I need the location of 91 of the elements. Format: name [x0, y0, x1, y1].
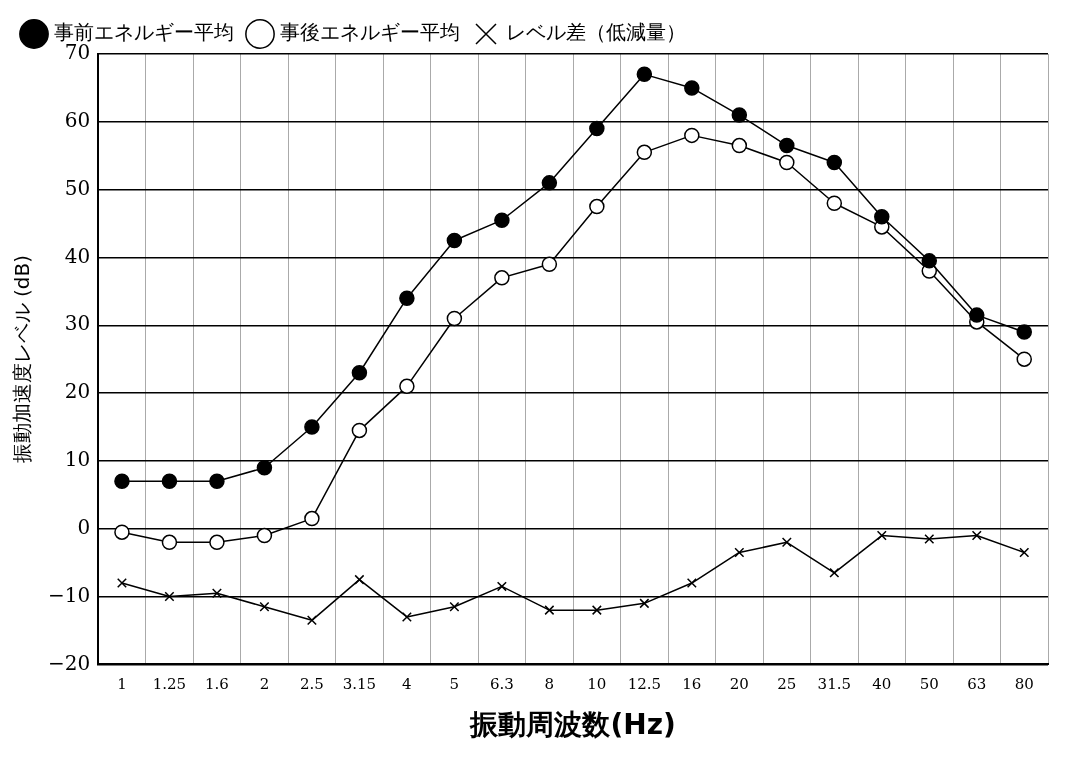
y-axis-title: 振動加速度レベル (dB)	[10, 255, 35, 464]
x-tick-label: 12.5	[627, 675, 662, 694]
x-axis-title: 振動周波数(Hz)	[469, 708, 676, 742]
x-tick-label: 1	[117, 675, 127, 694]
y-tick-label: 50	[64, 175, 91, 200]
point	[494, 270, 510, 286]
point	[734, 547, 745, 558]
y-tick-label: 30	[64, 311, 91, 336]
point	[779, 137, 795, 154]
point	[541, 175, 558, 191]
point	[639, 598, 650, 609]
point	[116, 578, 127, 589]
point	[971, 530, 982, 541]
x-tick-label: 4	[402, 675, 412, 694]
point	[686, 578, 697, 589]
point	[354, 574, 365, 585]
point	[731, 137, 748, 154]
point	[446, 310, 463, 327]
point	[874, 209, 890, 225]
x-tick-label: 2	[259, 675, 270, 694]
point	[399, 290, 415, 306]
legend-label: 事後エネルギー平均	[280, 20, 460, 45]
y-tick-label: 0	[77, 514, 91, 539]
point	[401, 611, 412, 622]
x-tick-label: 2.5	[299, 675, 324, 694]
point	[826, 154, 843, 171]
point	[306, 615, 317, 626]
point	[209, 473, 225, 490]
point	[876, 530, 887, 541]
x-tick-label: 31.5	[817, 675, 851, 694]
point	[589, 120, 605, 137]
x-tick-label: 63	[967, 675, 987, 694]
point	[829, 567, 840, 578]
point	[164, 591, 175, 602]
point	[921, 253, 938, 269]
x-tick-label: 1.25	[152, 675, 187, 694]
x-tick-label: 50	[919, 675, 939, 694]
point	[636, 66, 653, 83]
point	[446, 232, 463, 249]
point	[209, 534, 225, 551]
point	[399, 378, 415, 395]
x-tick-label: 80	[1014, 675, 1034, 694]
x-tick-label: 3.15	[342, 675, 377, 694]
point	[259, 601, 270, 612]
point	[684, 127, 700, 144]
x-tick-label: 10	[587, 675, 607, 694]
x-tick-label: 40	[872, 675, 892, 694]
point	[114, 524, 130, 540]
x-tick-label: 6.3	[489, 675, 514, 694]
point	[591, 605, 602, 616]
point	[541, 256, 558, 272]
x-tick-label: 16	[682, 675, 702, 694]
x-tick-label: 25	[777, 675, 797, 694]
y-tick-label: 40	[64, 243, 91, 268]
point	[731, 107, 748, 123]
point	[351, 422, 368, 439]
legend-label: レベル差（低減量）	[506, 20, 686, 45]
point	[161, 473, 178, 490]
y-tick-label: 60	[64, 108, 91, 133]
point	[211, 588, 222, 599]
point	[589, 198, 605, 215]
y-tick-label: −20	[47, 650, 91, 675]
point	[779, 154, 795, 171]
point	[781, 537, 792, 548]
x-tick-label: 1.6	[205, 675, 229, 694]
point	[1016, 351, 1033, 367]
point	[969, 307, 985, 323]
y-tick-label: 20	[64, 379, 91, 404]
x-tick-label: 20	[729, 675, 749, 694]
point	[449, 601, 460, 612]
point	[636, 144, 653, 161]
legend-label: 事前エネルギー平均	[54, 20, 234, 45]
point	[161, 534, 178, 551]
point	[684, 80, 700, 96]
point	[826, 195, 843, 211]
point	[351, 365, 368, 381]
point	[1019, 547, 1030, 558]
y-tick-label: −10	[47, 582, 91, 607]
point	[304, 510, 320, 527]
point	[496, 581, 507, 592]
y-tick-label: 10	[64, 447, 91, 472]
point	[1016, 324, 1033, 340]
point	[256, 527, 273, 544]
point	[114, 473, 130, 490]
point	[256, 459, 273, 476]
point	[494, 212, 510, 228]
x-tick-label: 8	[544, 675, 555, 694]
point	[544, 605, 555, 616]
x-tick-label: 5	[449, 675, 460, 694]
point	[304, 419, 320, 435]
point	[924, 533, 935, 544]
